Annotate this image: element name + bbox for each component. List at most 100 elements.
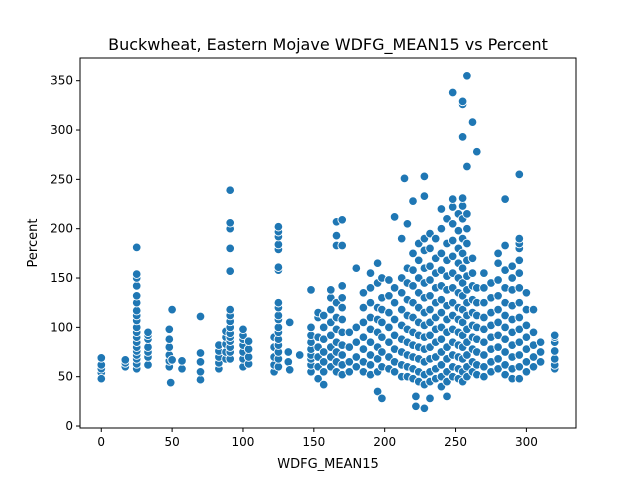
- data-point: [493, 342, 503, 352]
- y-tick-label: 100: [50, 320, 73, 334]
- data-point: [358, 302, 369, 313]
- data-point: [514, 373, 525, 384]
- data-point: [514, 362, 525, 372]
- data-point: [389, 367, 400, 377]
- data-point: [283, 347, 294, 357]
- data-point: [479, 324, 489, 335]
- data-point: [425, 291, 435, 301]
- data-point: [195, 367, 206, 377]
- data-point: [164, 342, 175, 352]
- data-point: [479, 371, 489, 382]
- data-point: [479, 283, 489, 293]
- data-point: [436, 265, 447, 275]
- data-point: [436, 223, 447, 234]
- data-point: [457, 96, 468, 107]
- data-point: [365, 360, 376, 370]
- data-point: [457, 263, 468, 273]
- data-point: [318, 347, 329, 357]
- data-point: [396, 288, 407, 298]
- data-point: [318, 310, 329, 321]
- data-point: [372, 354, 383, 364]
- data-point: [344, 357, 355, 367]
- data-point: [177, 364, 187, 374]
- data-point: [514, 324, 525, 335]
- data-point: [521, 357, 532, 367]
- data-point: [479, 362, 489, 372]
- data-point: [377, 393, 387, 404]
- data-point: [447, 235, 458, 246]
- data-point: [365, 268, 376, 278]
- x-tick-label: 100: [232, 435, 255, 449]
- data-point: [528, 352, 539, 362]
- data-point: [225, 185, 235, 195]
- data-point: [131, 269, 142, 279]
- y-tick-label: 250: [50, 172, 73, 186]
- data-point: [514, 337, 525, 347]
- data-point: [131, 281, 142, 291]
- data-point: [195, 348, 206, 358]
- data-point: [462, 223, 472, 234]
- data-point: [493, 291, 503, 301]
- data-point: [408, 265, 418, 275]
- data-point: [457, 317, 468, 328]
- data-point: [283, 357, 294, 367]
- y-tick-label: 300: [50, 123, 73, 137]
- data-point: [358, 317, 369, 328]
- data-point: [326, 285, 336, 295]
- data-point: [500, 347, 510, 357]
- data-point: [413, 255, 424, 266]
- data-point: [521, 320, 532, 331]
- data-point: [243, 344, 254, 354]
- data-point: [384, 275, 394, 285]
- data-point: [306, 322, 316, 333]
- y-axis-label: Percent: [26, 219, 41, 268]
- x-tick-label: 0: [97, 435, 105, 449]
- data-point: [493, 317, 503, 328]
- data-point: [284, 317, 295, 328]
- data-point: [535, 337, 546, 347]
- data-point: [462, 238, 472, 249]
- data-point: [164, 334, 175, 344]
- data-point: [318, 322, 329, 333]
- data-point: [131, 305, 142, 316]
- data-point: [436, 294, 447, 305]
- data-point: [96, 353, 107, 363]
- data-point: [462, 161, 472, 172]
- data-point: [549, 346, 560, 356]
- data-point: [331, 230, 342, 241]
- data-point: [402, 219, 413, 229]
- data-point: [131, 242, 142, 253]
- data-point: [372, 258, 383, 268]
- data-point: [500, 369, 510, 380]
- data-point: [436, 204, 447, 214]
- data-point: [337, 281, 347, 291]
- data-point: [457, 132, 468, 142]
- data-point: [389, 212, 400, 222]
- data-point: [131, 291, 142, 301]
- data-point: [96, 373, 107, 384]
- data-point: [472, 146, 482, 157]
- data-point: [165, 377, 176, 388]
- data-point: [389, 314, 400, 325]
- data-point: [384, 322, 394, 333]
- data-point: [337, 293, 347, 303]
- data-point: [528, 304, 539, 315]
- data-point: [351, 362, 362, 372]
- data-point: [528, 362, 539, 372]
- data-point: [195, 311, 206, 322]
- data-point: [143, 360, 153, 370]
- data-point: [514, 312, 525, 323]
- data-point: [514, 297, 525, 308]
- y-tick-label: 200: [50, 222, 73, 236]
- data-point: [521, 367, 532, 377]
- data-point: [514, 350, 525, 360]
- data-point: [225, 266, 235, 276]
- data-point: [467, 117, 478, 127]
- data-point: [225, 218, 235, 228]
- data-point: [514, 268, 525, 278]
- data-point: [195, 374, 206, 385]
- data-point: [273, 310, 284, 321]
- data-point: [425, 393, 435, 404]
- data-point: [408, 248, 418, 259]
